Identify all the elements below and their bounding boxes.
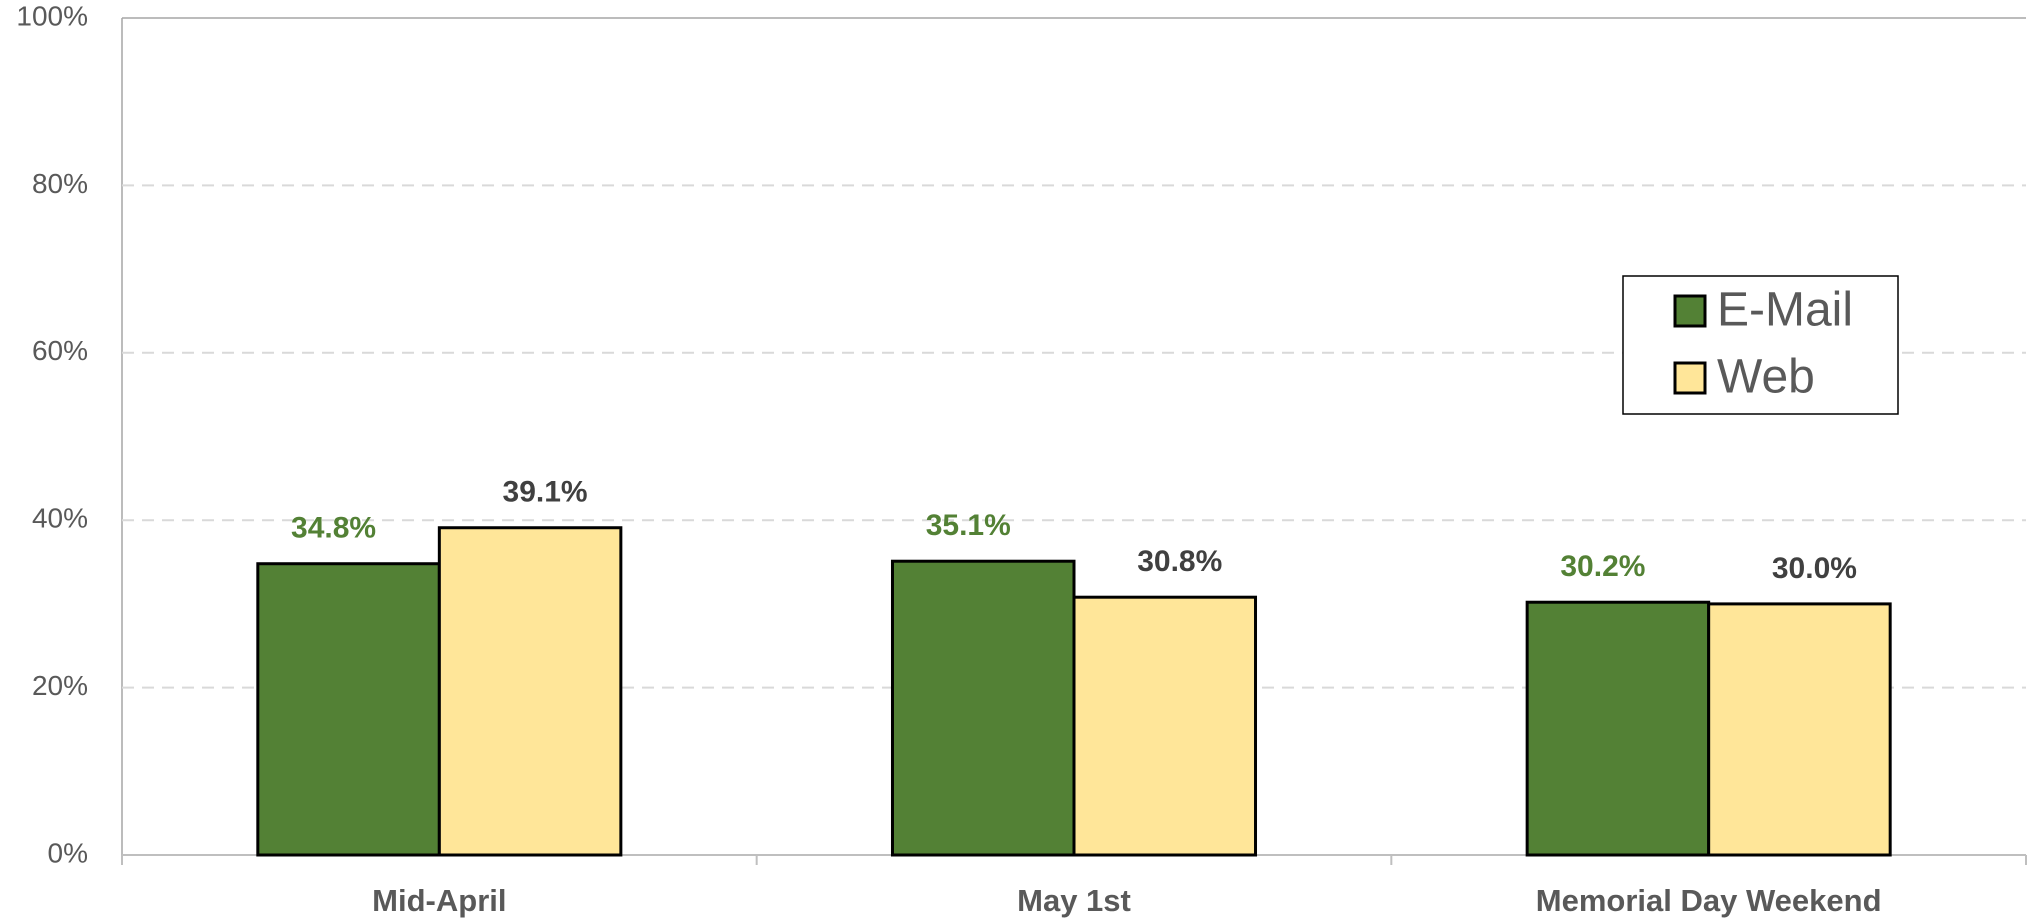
value-label: 30.0% <box>1772 552 1857 585</box>
x-tick-label: May 1st <box>1017 883 1131 918</box>
legend-swatch <box>1673 361 1707 395</box>
bar <box>1525 600 1711 857</box>
y-tick-label: 0% <box>48 837 88 868</box>
bar <box>437 526 623 857</box>
x-tick-label: Memorial Day Weekend <box>1536 883 1882 918</box>
value-label: 35.1% <box>926 509 1011 542</box>
value-label: 30.2% <box>1560 550 1645 583</box>
bar <box>256 562 441 857</box>
y-tick-label: 60% <box>32 335 88 366</box>
x-tick-label: Mid-April <box>372 883 506 918</box>
y-tick-label: 40% <box>32 503 88 534</box>
y-tick-label: 80% <box>32 168 88 199</box>
bar <box>1707 602 1892 857</box>
y-tick-label: 100% <box>16 0 88 31</box>
legend-swatch <box>1673 294 1707 328</box>
legend-label: Web <box>1717 351 1815 404</box>
value-label: 39.1% <box>503 476 588 509</box>
bar <box>890 559 1076 857</box>
value-label: 30.8% <box>1137 545 1222 578</box>
bar <box>1072 595 1258 857</box>
y-tick-label: 20% <box>32 670 88 701</box>
legend-box <box>1622 275 1899 415</box>
legend-label: E-Mail <box>1717 284 1853 337</box>
value-label: 34.8% <box>291 512 376 545</box>
